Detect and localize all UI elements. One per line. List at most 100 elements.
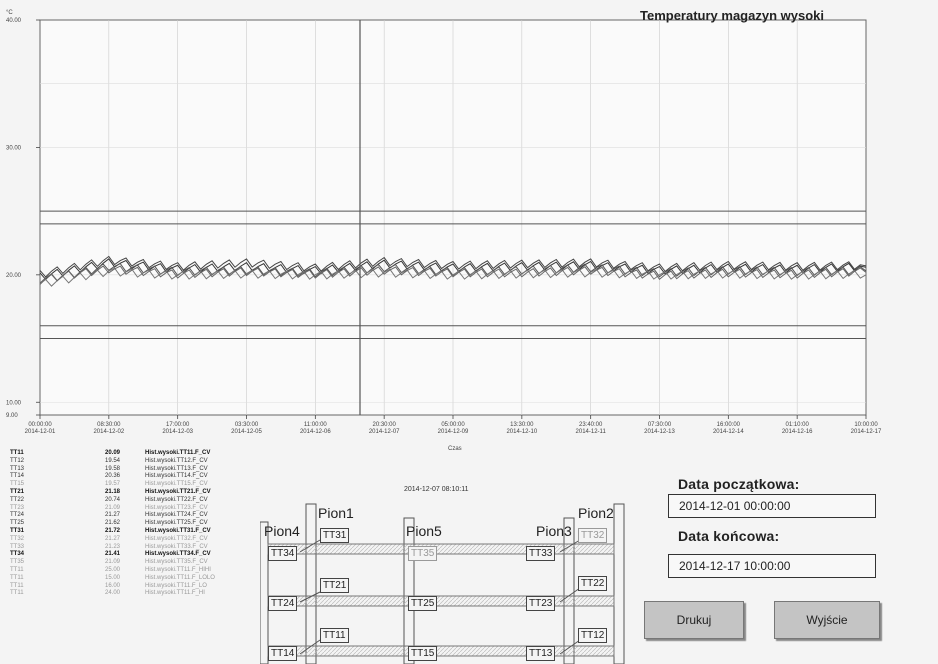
legend-tag: Hist.wysoki.TT22.F_CV <box>145 496 208 503</box>
legend-row: TT31 21.72 Hist.wysoki.TT31.F_CV <box>10 528 260 536</box>
legend-tag: Hist.wysoki.TT11.F_LO <box>145 582 207 589</box>
sensor-tt15[interactable]: TT15 <box>408 646 438 661</box>
x-tick-time: 00:00:00 <box>28 422 52 428</box>
legend-tag: Hist.wysoki.TT11.F_LOLO <box>145 574 215 581</box>
shelf-top <box>267 543 615 555</box>
legend-row: TT12 19.54 Hist.wysoki.TT12.F_CV <box>10 458 260 466</box>
start-date-field[interactable]: 2014-12-01 00:00:00 <box>668 494 876 518</box>
y-tick-label: 10.00 <box>6 400 22 406</box>
legend-tag: Hist.wysoki.TT25.F_CV <box>145 520 208 527</box>
series-line <box>39 267 867 287</box>
legend-value: 20.36 <box>105 473 121 480</box>
legend-series-name: TT31 <box>10 527 25 534</box>
legend-series-name: TT25 <box>10 520 25 527</box>
legend-series-name: TT11 <box>10 582 24 589</box>
legend-value: 21.09 <box>105 504 121 511</box>
print-button[interactable]: Drukuj <box>644 601 744 639</box>
legend-row: TT35 21.09 Hist.wysoki.TT35.F_CV <box>10 559 260 567</box>
sensor-tt12[interactable]: TT12 <box>578 628 608 643</box>
legend-row: TT11 20.09 Hist.wysoki.TT11.F_CV <box>10 450 260 458</box>
legend-value: 25.00 <box>105 566 121 573</box>
sensor-tt14[interactable]: TT14 <box>268 646 298 661</box>
legend-series-name: TT34 <box>10 551 25 558</box>
y-tick-label: 9.00 <box>6 413 18 419</box>
exit-button[interactable]: Wyjście <box>774 601 880 639</box>
limit-lines <box>40 210 866 340</box>
legend-row: TT24 21.27 Hist.wysoki.TT24.F_CV <box>10 512 260 520</box>
sensor-tt31[interactable]: TT31 <box>320 528 350 543</box>
series-line <box>39 258 867 281</box>
pion3-label: Pion3 <box>536 523 572 539</box>
sensor-tt34[interactable]: TT34 <box>268 546 298 561</box>
legend-tag: Hist.wysoki.TT21.F_CV <box>145 488 211 495</box>
legend-value: 21.62 <box>105 520 121 527</box>
legend-value: 19.58 <box>105 465 121 472</box>
legend-value: 21.72 <box>105 527 121 534</box>
legend-series-name: TT33 <box>10 543 25 550</box>
legend-value: 19.57 <box>105 481 121 488</box>
legend-series-name: TT23 <box>10 504 25 511</box>
legend-tag: Hist.wysoki.TT11.F_HIHI <box>145 566 211 573</box>
sensor-tt21[interactable]: TT21 <box>320 578 350 593</box>
legend-series-name: TT32 <box>10 535 25 542</box>
legend-series-name: TT12 <box>10 457 25 464</box>
legend-row: TT11 15.00 Hist.wysoki.TT11.F_LOLO <box>10 575 260 583</box>
legend-value: 19.54 <box>105 457 121 464</box>
y-tick-label: 30.00 <box>6 145 22 151</box>
end-date-field[interactable]: 2014-12-17 10:00:00 <box>668 554 876 578</box>
legend-value: 24.00 <box>105 590 121 597</box>
legend-series-name: TT21 <box>10 488 25 495</box>
legend-series-name: TT11 <box>10 450 24 456</box>
x-tick-time: 17:00:00 <box>166 422 190 428</box>
sensor-tt33[interactable]: TT33 <box>526 546 556 561</box>
sensor-tt35[interactable]: TT35 <box>408 546 438 561</box>
legend-value: 21.23 <box>105 543 121 550</box>
sensor-tt24[interactable]: TT24 <box>268 596 298 611</box>
legend-row: TT33 21.23 Hist.wysoki.TT33.F_CV <box>10 544 260 552</box>
legend-value: 21.09 <box>105 559 121 566</box>
y-unit-label: °C <box>6 10 13 16</box>
legend-value: 20.09 <box>105 450 121 456</box>
pion2-column <box>613 503 625 664</box>
end-date-label: Data końcowa: <box>678 528 780 544</box>
x-axis-label: Czas <box>448 446 462 452</box>
cursor-timestamp: 2014-12-07 08:10:11 <box>404 486 469 493</box>
legend-row: TT32 21.27 Hist.wysoki.TT32.F_CV <box>10 536 260 544</box>
rack-diagram <box>260 503 625 664</box>
legend-tag: Hist.wysoki.TT23.F_CV <box>145 504 208 511</box>
sensor-tt32[interactable]: TT32 <box>578 528 608 543</box>
y-tick-label: 40.00 <box>6 18 22 24</box>
pion4-label: Pion4 <box>264 523 300 539</box>
legend-tag: Hist.wysoki.TT11.F_CV <box>145 450 211 456</box>
pion2-label: Pion2 <box>578 505 614 521</box>
legend-series-name: TT22 <box>10 496 25 503</box>
x-tick-time: 03:30:00 <box>235 422 259 428</box>
legend-tag: Hist.wysoki.TT35.F_CV <box>145 559 208 566</box>
x-tick-date: 2014-12-03 <box>162 429 193 435</box>
series-line <box>39 265 867 284</box>
legend-row: TT34 21.41 Hist.wysoki.TT34.F_CV <box>10 551 260 559</box>
legend-tag: Hist.wysoki.TT33.F_CV <box>145 543 208 550</box>
legend-tag: Hist.wysoki.TT24.F_CV <box>145 512 208 519</box>
sensor-tt23[interactable]: TT23 <box>526 596 556 611</box>
legend-row: TT11 16.00 Hist.wysoki.TT11.F_LO <box>10 583 260 591</box>
legend-row: TT23 21.09 Hist.wysoki.TT23.F_CV <box>10 505 260 513</box>
sensor-tt13[interactable]: TT13 <box>526 646 556 661</box>
sensor-tt25[interactable]: TT25 <box>408 596 438 611</box>
start-date-label: Data początkowa: <box>678 476 800 492</box>
y-tick-label: 20.00 <box>6 273 22 279</box>
legend-tag: Hist.wysoki.TT13.F_CV <box>145 465 208 472</box>
series-line <box>39 255 867 278</box>
legend-row: TT15 19.57 Hist.wysoki.TT15.F_CV <box>10 481 260 489</box>
shelf-bottom <box>267 645 615 657</box>
legend-value: 21.18 <box>105 488 121 495</box>
sensor-tt22[interactable]: TT22 <box>578 576 608 591</box>
legend-value: 21.27 <box>105 512 121 519</box>
legend-value: 15.00 <box>105 574 121 581</box>
x-tick-time: 20:30:00 <box>372 422 396 428</box>
legend-tag: Hist.wysoki.TT14.F_CV <box>145 473 208 480</box>
legend-tag: Hist.wysoki.TT11.F_HI <box>145 590 205 597</box>
sensor-tt11[interactable]: TT11 <box>320 628 349 643</box>
